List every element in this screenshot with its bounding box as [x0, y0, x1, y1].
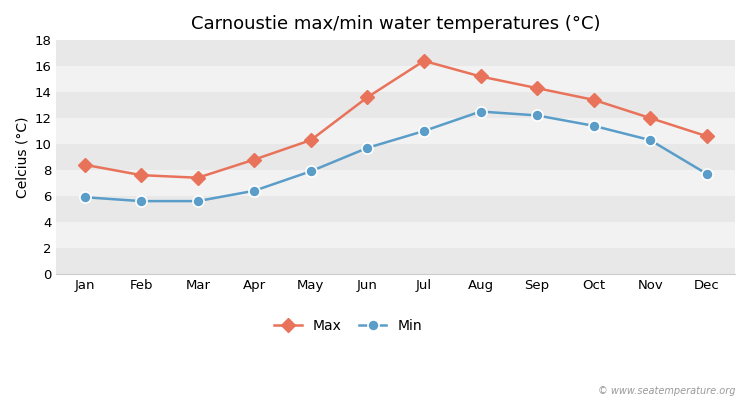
Bar [56, 144, 735, 170]
Max [136, 173, 146, 178]
Min [307, 169, 316, 174]
Text: © www.seatemperature.org: © www.seatemperature.org [598, 386, 735, 396]
Min [419, 128, 428, 133]
Title: Carnoustie max/min water temperatures (°C): Carnoustie max/min water temperatures (°… [191, 15, 601, 33]
Max [532, 86, 542, 90]
Max [194, 175, 202, 180]
Max [702, 134, 711, 138]
Bar [56, 66, 735, 92]
Bar [56, 118, 735, 144]
Max [307, 138, 316, 142]
Bar [56, 222, 735, 248]
Bar [56, 196, 735, 222]
Min [532, 113, 542, 118]
Legend: Max, Min: Max, Min [268, 314, 428, 338]
Y-axis label: Celcius (°C): Celcius (°C) [15, 116, 29, 198]
Min [80, 195, 89, 200]
Bar [56, 40, 735, 66]
Min [646, 138, 655, 142]
Min [590, 124, 598, 128]
Bar [56, 170, 735, 196]
Max [250, 157, 259, 162]
Max [646, 116, 655, 120]
Line: Max: Max [80, 56, 712, 183]
Max [419, 58, 428, 63]
Min [136, 199, 146, 204]
Min [250, 188, 259, 193]
Max [590, 98, 598, 102]
Bar [56, 92, 735, 118]
Min [363, 146, 372, 150]
Min [702, 172, 711, 176]
Line: Min: Min [80, 106, 712, 207]
Max [476, 74, 485, 79]
Max [80, 162, 89, 167]
Max [363, 95, 372, 100]
Min [194, 199, 202, 204]
Min [476, 109, 485, 114]
Bar [56, 248, 735, 274]
